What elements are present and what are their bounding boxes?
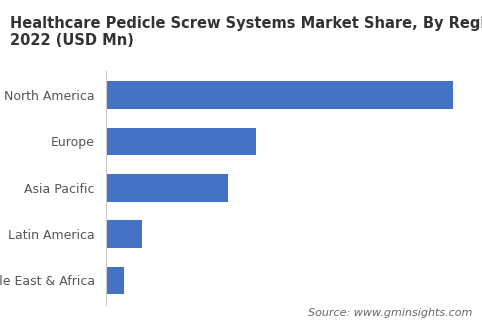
Bar xyxy=(106,266,124,294)
Bar xyxy=(106,81,453,109)
Bar xyxy=(106,127,256,155)
Bar xyxy=(106,174,228,202)
Text: Source: www.gminsights.com: Source: www.gminsights.com xyxy=(308,308,472,318)
Bar xyxy=(106,220,142,248)
Text: Healthcare Pedicle Screw Systems Market Share, By Region,
2022 (USD Mn): Healthcare Pedicle Screw Systems Market … xyxy=(10,16,482,48)
